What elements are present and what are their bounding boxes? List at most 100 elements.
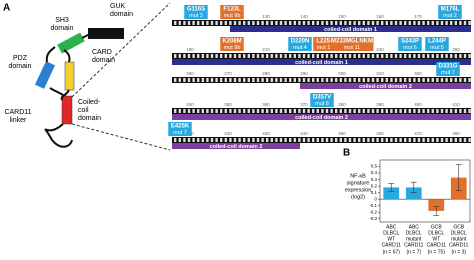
residue	[192, 21, 195, 25]
residue	[289, 109, 292, 113]
residue	[399, 109, 402, 113]
residue	[270, 54, 273, 58]
residue	[302, 54, 306, 58]
residue	[330, 54, 333, 58]
residue	[220, 54, 223, 58]
residue	[445, 21, 448, 25]
residue	[335, 138, 338, 142]
residue	[197, 138, 200, 142]
residue	[284, 78, 287, 82]
residue	[298, 138, 301, 142]
mutation-label: L244P	[428, 39, 446, 45]
ribbon-label: coiled-coil domain 2	[359, 84, 412, 90]
domain-label: domain	[9, 63, 32, 70]
residue	[197, 78, 200, 82]
coiled-coil-box	[61, 95, 73, 125]
x-tick-label: mutant	[406, 236, 422, 242]
residue	[325, 78, 329, 82]
residue	[247, 21, 250, 25]
residue	[238, 138, 241, 142]
residue	[261, 54, 264, 58]
residue	[201, 54, 204, 58]
position-label: 360	[262, 102, 270, 107]
residue	[316, 54, 319, 58]
residue	[440, 138, 444, 142]
n-label: (n = 3)	[451, 249, 466, 255]
residue	[358, 78, 361, 82]
residue	[316, 78, 319, 82]
residue	[256, 138, 260, 142]
residue	[210, 138, 214, 142]
residue	[229, 78, 232, 82]
residue	[215, 54, 218, 58]
residue	[408, 138, 411, 142]
residue	[348, 21, 352, 25]
residue	[463, 54, 467, 58]
position-label: 370	[300, 102, 308, 107]
residue	[408, 78, 411, 82]
residue	[417, 78, 421, 82]
residue	[215, 109, 218, 113]
residue	[440, 54, 444, 58]
position-label: 140	[300, 14, 308, 19]
residue	[376, 54, 379, 58]
residue	[431, 54, 434, 58]
residue	[261, 21, 264, 25]
residue	[321, 138, 324, 142]
y-tick-label: 0.2	[371, 183, 378, 188]
position-label: 320	[414, 71, 422, 76]
residue	[468, 138, 471, 142]
residue	[413, 109, 416, 113]
residue	[233, 54, 237, 58]
residue	[394, 54, 398, 58]
residue	[187, 78, 191, 82]
mutation-label: G116S	[187, 7, 205, 13]
x-tick-label: CARD11	[449, 242, 469, 248]
position-label: 130	[262, 14, 270, 19]
residue	[261, 138, 264, 142]
domain-label: GUK	[110, 3, 126, 10]
mutation-sub: mut 8	[315, 101, 329, 107]
guk-box	[88, 28, 124, 39]
domain-label: domain	[110, 11, 133, 18]
residue	[445, 109, 448, 113]
card-box	[64, 61, 75, 91]
residue	[436, 109, 439, 113]
y-axis-label: expression	[345, 187, 372, 193]
residue	[427, 54, 430, 58]
residue	[358, 138, 361, 142]
mutation-box	[438, 5, 462, 19]
residue	[353, 78, 356, 82]
y-tick-label: 0.3	[371, 177, 378, 182]
mutation-sub: mut 7	[441, 70, 455, 76]
residue	[422, 21, 425, 25]
residue	[210, 78, 214, 82]
x-tick-label: CARD11	[382, 242, 402, 248]
residue	[183, 138, 186, 142]
residue	[307, 21, 310, 25]
residue	[348, 78, 352, 82]
residue	[358, 109, 361, 113]
residue	[454, 78, 457, 82]
residue	[459, 138, 462, 142]
residue	[201, 109, 204, 113]
residue	[266, 78, 269, 82]
residue	[206, 21, 209, 25]
residue	[371, 21, 375, 25]
position-label: 260	[186, 71, 194, 76]
ribbon	[172, 114, 471, 120]
residue	[312, 138, 315, 142]
residue	[454, 54, 457, 58]
position-label: 350	[224, 102, 232, 107]
residue	[385, 54, 388, 58]
residue	[252, 21, 255, 25]
residue	[302, 78, 306, 82]
residue	[178, 109, 181, 113]
residue	[307, 109, 310, 113]
residue	[367, 138, 370, 142]
residue	[427, 138, 430, 142]
domain-label: PDZ	[13, 55, 28, 62]
x-tick-label: CARD11	[404, 242, 424, 248]
n-label: (n = 7)	[406, 249, 421, 255]
residue	[187, 21, 191, 25]
